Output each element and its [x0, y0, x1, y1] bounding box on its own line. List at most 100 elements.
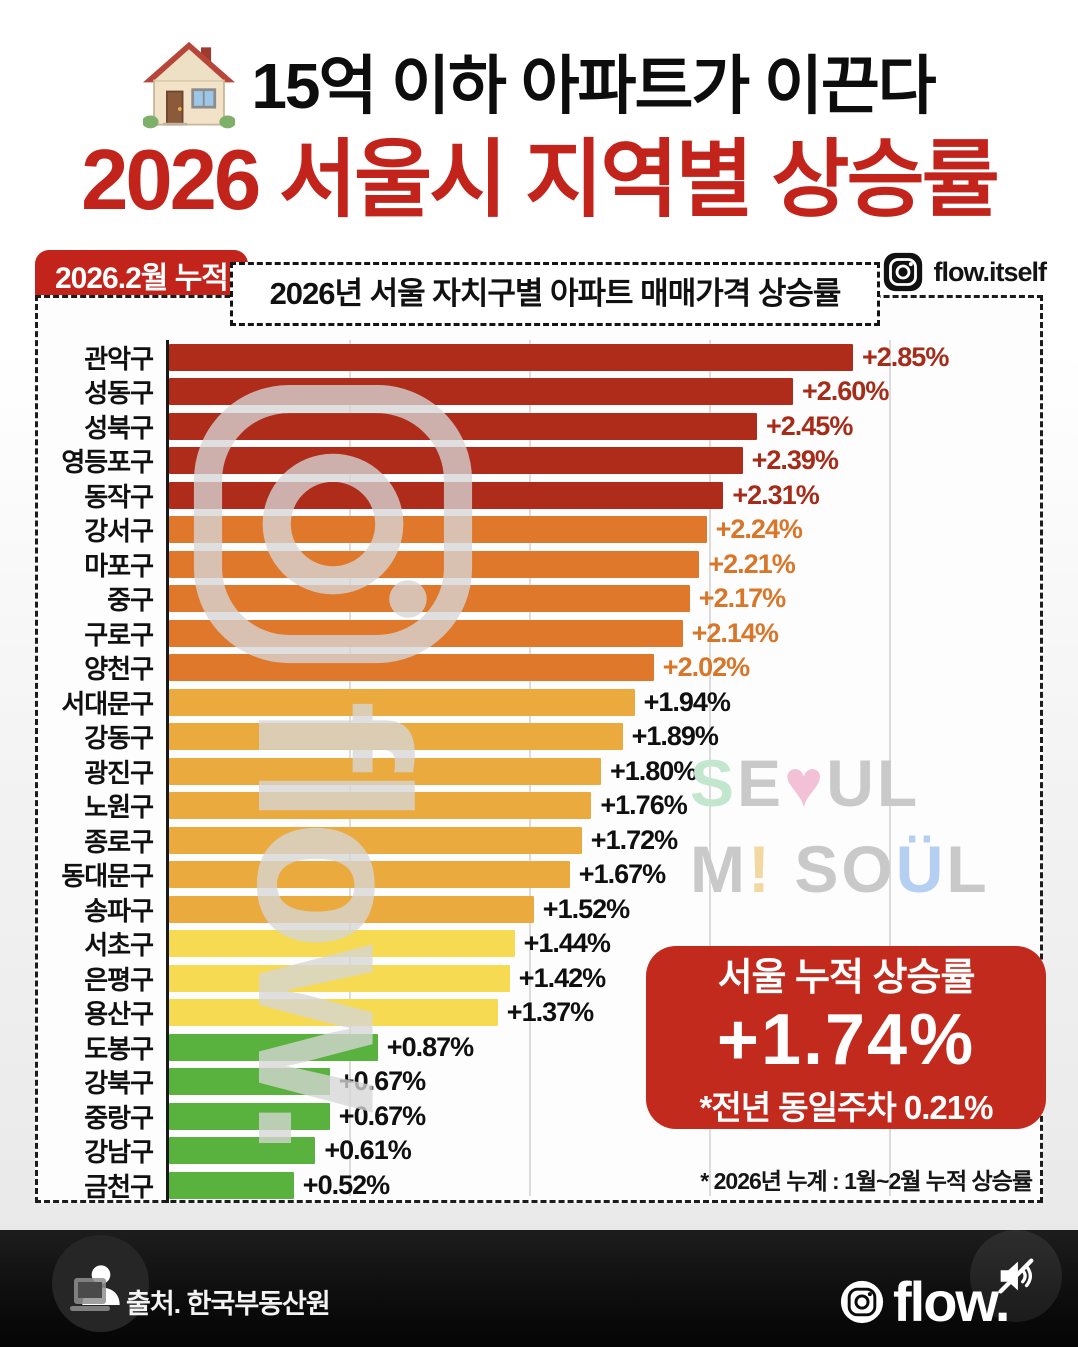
bar-value-label: +2.14%: [691, 617, 779, 648]
bar-value-label: +1.37%: [506, 997, 594, 1028]
bar-category-label: 도봉구: [84, 1033, 154, 1064]
footer-bar: 출처. 한국부동산원 flow.: [0, 1230, 1078, 1347]
bar-track: +1.89%: [166, 719, 1036, 754]
bar: [169, 481, 724, 509]
bar-value-label: +2.02%: [662, 652, 750, 683]
bar: [169, 895, 534, 923]
bar: [169, 447, 743, 475]
bar-category-label: 강동구: [84, 723, 154, 754]
bar-category-label: 양천구: [84, 654, 154, 685]
bar-value-label: +2.85%: [862, 341, 949, 372]
bar-track: +0.87%: [166, 1030, 1036, 1065]
bar-category-label: 구로구: [84, 619, 154, 650]
bar-track: +2.24%: [166, 512, 1036, 547]
bar-value-label: +2.31%: [732, 479, 819, 510]
header-line1-text: 15억 이하 아파트가 이끈다: [251, 49, 936, 122]
bar-track: +2.31%: [166, 478, 1036, 513]
bar: [169, 585, 690, 613]
bar-category-label: 동작구: [84, 481, 154, 512]
bar-value-label: +2.17%: [698, 583, 786, 614]
bar: [169, 1137, 316, 1165]
chart-row: 강동구 +1.89%: [38, 719, 1036, 754]
chart-row: 구로구 +2.14%: [38, 616, 1036, 651]
summary-value: +1.74%: [716, 1000, 976, 1081]
bar: [169, 378, 793, 406]
chart-row: 강북구 +0.67%: [38, 1064, 1036, 1099]
source-text: 출처. 한국부동산원: [126, 1289, 331, 1319]
bar-value-label: +1.52%: [542, 893, 630, 924]
chart-row: 강서구 +2.24%: [38, 512, 1036, 547]
bar-category-label: 용산구: [84, 999, 154, 1030]
header-title-row: 15억 이하 아파트가 이끈다: [0, 40, 1078, 132]
chart-row: 서대문구 +1.94%: [38, 685, 1036, 720]
header-line2-text: 2026 서울시 지역별 상승률: [81, 133, 1000, 228]
chart-row: 동작구 +2.31%: [38, 478, 1036, 513]
bar-track: +2.85%: [166, 340, 1036, 375]
bar: [169, 550, 700, 578]
chart-row: 마포구 +2.21%: [38, 547, 1036, 582]
chart-row: 노원구 +1.76%: [38, 788, 1036, 823]
bar-value-label: +1.67%: [578, 859, 666, 890]
bar-category-label: 성북구: [84, 412, 154, 443]
bar-category-label: 영등포구: [61, 447, 154, 478]
gridline: [709, 340, 711, 1196]
gridline: [889, 340, 891, 1196]
bar: [169, 1171, 294, 1199]
bar-category-label: 서초구: [84, 930, 154, 961]
bar-track: +1.42%: [166, 961, 1036, 996]
bar-category-label: 중랑구: [84, 1102, 154, 1133]
bar-value-label: +2.39%: [751, 445, 839, 476]
bar: [169, 723, 623, 751]
bar: [169, 343, 853, 371]
bar-track: +0.61%: [166, 1133, 1036, 1168]
flow-logo: flow.: [840, 1274, 1010, 1330]
chart-row: 도봉구 +0.87%: [38, 1030, 1036, 1065]
bar-category-label: 노원구: [84, 792, 154, 823]
bar-value-label: +0.67%: [338, 1066, 426, 1097]
bar-category-label: 성동구: [84, 378, 154, 409]
bar: [169, 964, 510, 992]
bar-category-label: 강서구: [84, 516, 154, 547]
bar-value-label: +0.61%: [324, 1135, 411, 1166]
bar-value-label: +1.72%: [590, 824, 678, 855]
chart-row: 광진구 +1.80%: [38, 754, 1036, 789]
bar-track: +1.76%: [166, 788, 1036, 823]
summary-note: *전년 동일주차 0.21%: [699, 1088, 994, 1126]
bar: [169, 688, 635, 716]
bar-category-label: 동대문구: [61, 861, 154, 892]
chart-row: 영등포구 +2.39%: [38, 443, 1036, 478]
bar-track: +1.37%: [166, 995, 1036, 1030]
house-icon: [143, 41, 236, 129]
chart-row: 종로구 +1.72%: [38, 823, 1036, 858]
bar-category-label: 강남구: [84, 1137, 154, 1168]
bar-value-label: +2.24%: [715, 514, 803, 545]
chart-row: 용산구 +1.37%: [38, 995, 1036, 1030]
bar: [169, 826, 582, 854]
bar-category-label: 광진구: [84, 757, 154, 788]
chart-row: 서초구 +1.44%: [38, 926, 1036, 961]
bar-value-label: +2.60%: [802, 376, 889, 407]
summary-title: 서울 누적 상승률: [717, 957, 976, 1000]
mute-button[interactable]: [970, 1230, 1062, 1322]
bar: [169, 1068, 330, 1096]
bar-track: +1.94%: [166, 685, 1036, 720]
chart-row: 은평구 +1.42%: [38, 961, 1036, 996]
bar-value-label: +0.67%: [338, 1100, 426, 1131]
bar: [169, 792, 592, 820]
bar-track: +2.39%: [166, 443, 1036, 478]
instagram-logo-icon: [840, 1280, 884, 1324]
bar-track: +2.02%: [166, 650, 1036, 685]
chart-title: 2026년 서울 자치구별 아파트 매매가격 상승률: [230, 262, 880, 326]
bar-value-label: +1.80%: [610, 755, 697, 786]
chart-footnote: * 2026년 누계 : 1월~2월 누적 상승률: [700, 1168, 1033, 1194]
laptop-icon: [70, 1278, 110, 1311]
bar: [169, 654, 654, 682]
bar-track: +2.60%: [166, 374, 1036, 409]
bar-track: +0.67%: [166, 1099, 1036, 1134]
bar-track: +1.72%: [166, 823, 1036, 858]
chart-row: 양천구 +2.02%: [38, 650, 1036, 685]
bar-category-label: 송파구: [84, 895, 154, 926]
chart-row: 송파구 +1.52%: [38, 892, 1036, 927]
bar: [169, 619, 683, 647]
chart-row: 성동구 +2.60%: [38, 374, 1036, 409]
